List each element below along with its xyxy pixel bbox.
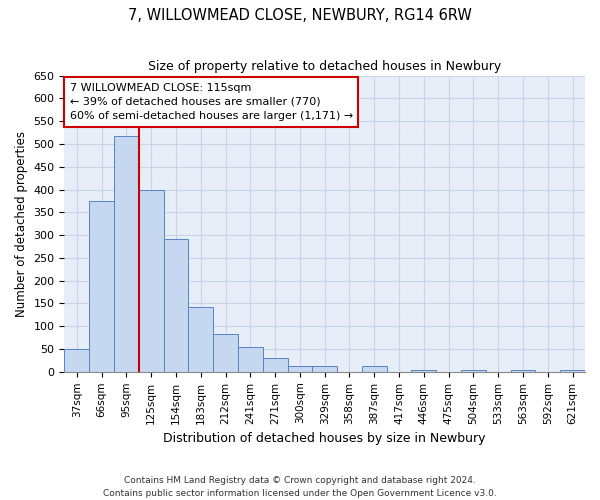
Bar bbox=[461, 370, 486, 372]
Bar bbox=[511, 370, 535, 372]
Bar bbox=[560, 370, 585, 372]
Bar bbox=[89, 201, 114, 372]
Bar bbox=[114, 136, 139, 372]
Bar bbox=[213, 334, 238, 372]
Text: Contains HM Land Registry data © Crown copyright and database right 2024.
Contai: Contains HM Land Registry data © Crown c… bbox=[103, 476, 497, 498]
Bar bbox=[263, 358, 287, 372]
Bar bbox=[188, 307, 213, 372]
Y-axis label: Number of detached properties: Number of detached properties bbox=[15, 130, 28, 316]
Bar bbox=[139, 190, 164, 372]
Bar bbox=[313, 366, 337, 372]
Bar bbox=[238, 347, 263, 372]
X-axis label: Distribution of detached houses by size in Newbury: Distribution of detached houses by size … bbox=[163, 432, 486, 445]
Text: 7, WILLOWMEAD CLOSE, NEWBURY, RG14 6RW: 7, WILLOWMEAD CLOSE, NEWBURY, RG14 6RW bbox=[128, 8, 472, 22]
Bar bbox=[362, 366, 386, 372]
Bar bbox=[164, 238, 188, 372]
Bar bbox=[64, 349, 89, 372]
Bar bbox=[287, 366, 313, 372]
Text: 7 WILLOWMEAD CLOSE: 115sqm
← 39% of detached houses are smaller (770)
60% of sem: 7 WILLOWMEAD CLOSE: 115sqm ← 39% of deta… bbox=[70, 83, 353, 121]
Title: Size of property relative to detached houses in Newbury: Size of property relative to detached ho… bbox=[148, 60, 502, 73]
Bar bbox=[412, 370, 436, 372]
